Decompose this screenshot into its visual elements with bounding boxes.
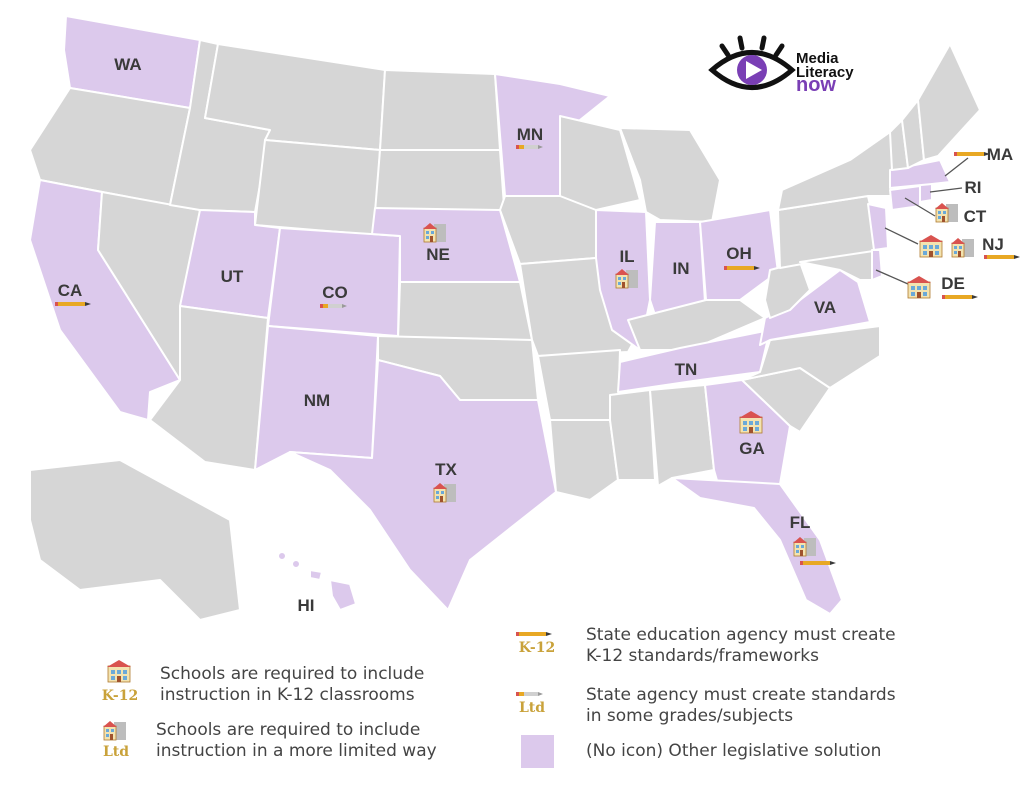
legend-agency-ltd-line1: State agency must create standards — [586, 685, 896, 705]
pencil-icon-ca — [55, 302, 91, 306]
state-wi[interactable] — [559, 115, 641, 211]
leader-ma — [944, 157, 969, 177]
pencil-icon-ma — [954, 152, 990, 156]
legend-school-ltd-line2: instruction in a more limited way — [156, 741, 437, 761]
label-fl: FL — [790, 513, 811, 532]
label-wa: WA — [114, 55, 141, 74]
label-ut: UT — [221, 267, 244, 286]
state-ks[interactable] — [397, 281, 533, 341]
legend-pencil-icon — [516, 632, 552, 636]
leader-ct — [904, 197, 936, 217]
legend-agency-ltd-text: State agency must create standards in so… — [586, 685, 896, 727]
label-ri: RI — [965, 178, 982, 197]
legend-school-icon — [106, 659, 132, 683]
label-nm: NM — [304, 391, 330, 410]
pencil-short-icon-co — [320, 304, 347, 308]
legend-agency-k12-line1: State education agency must create — [586, 625, 896, 645]
state-va[interactable] — [759, 269, 871, 346]
state-wy[interactable] — [254, 139, 381, 236]
leader-ri — [929, 187, 963, 193]
label-mn: MN — [517, 125, 543, 144]
eye-play-icon — [708, 35, 796, 90]
legend-agency-k12-text: State education agency must create K-12 … — [586, 625, 896, 667]
legend-pencil-caption: K-12 — [518, 640, 556, 656]
school-ltd-icon-nj — [950, 237, 975, 258]
legend-agency-k12-line2: K-12 standards/frameworks — [586, 646, 819, 666]
school-ltd-icon-ct — [934, 202, 959, 223]
label-tx: TX — [435, 460, 457, 479]
legend-other-text: (No icon) Other legislative solution — [586, 741, 882, 761]
label-va: VA — [814, 298, 836, 317]
legend-pencil-short-caption: Ltd — [518, 700, 546, 716]
pencil-icon-nj — [984, 255, 1020, 259]
label-de: DE — [941, 274, 965, 293]
state-ar[interactable] — [537, 349, 621, 421]
label-ca: CA — [58, 281, 83, 300]
state-ri[interactable] — [919, 183, 933, 203]
label-ne: NE — [426, 245, 450, 264]
state-co[interactable] — [267, 227, 401, 337]
legend-school-caption: K-12 — [101, 688, 139, 704]
label-hi: HI — [298, 596, 315, 615]
state-ak[interactable] — [29, 459, 241, 621]
logo-line3: now — [796, 74, 836, 96]
legend-school-ltd-text: Schools are required to include instruct… — [156, 720, 437, 762]
legend-school-k12-text: Schools are required to include instruct… — [160, 664, 424, 706]
label-in: IN — [673, 259, 690, 278]
pencil-icon-oh — [724, 266, 760, 270]
leader-nj — [884, 227, 919, 245]
leader-de — [875, 269, 909, 285]
legend-pencil-short-icon — [516, 692, 543, 696]
legend-purple-swatch — [521, 735, 554, 768]
legend-school-ltd-line1: Schools are required to include — [156, 720, 421, 740]
state-md[interactable] — [799, 249, 881, 281]
label-ga: GA — [739, 439, 765, 458]
state-fl[interactable] — [671, 477, 843, 615]
label-oh: OH — [726, 244, 752, 263]
state-al[interactable] — [649, 384, 715, 487]
legend-agency-ltd-line2: in some grades/subjects — [586, 706, 794, 726]
pencil-icon-de — [942, 295, 978, 299]
legend-school-ltd-icon — [102, 720, 127, 741]
legend-school-ltd-caption: Ltd — [102, 744, 130, 760]
state-de[interactable] — [871, 249, 883, 281]
label-nj: NJ — [982, 235, 1004, 254]
state-nd[interactable] — [379, 69, 501, 151]
legend-school-k12-line2: instruction in K-12 classrooms — [160, 685, 415, 705]
pencil-short-icon-mn — [516, 145, 543, 149]
pencil-icon-fl — [800, 561, 836, 565]
label-ma: MA — [987, 145, 1013, 164]
state-oh[interactable] — [699, 209, 779, 301]
school-icon-de — [906, 275, 932, 299]
label-il: IL — [619, 247, 634, 266]
state-mi[interactable] — [619, 127, 721, 223]
state-la[interactable] — [549, 419, 619, 501]
logo-line1: Media — [796, 50, 839, 67]
state-nj[interactable] — [867, 203, 889, 251]
label-ct: CT — [964, 207, 987, 226]
label-co: CO — [322, 283, 348, 302]
legend-school-k12-line1: Schools are required to include — [160, 664, 425, 684]
state-hi[interactable] — [277, 551, 357, 611]
state-ms[interactable] — [609, 389, 656, 481]
state-me[interactable] — [917, 43, 981, 161]
state-tx[interactable] — [289, 359, 557, 611]
school-icon-nj — [918, 234, 944, 258]
logo-line2: Literacy — [796, 64, 854, 81]
label-tn: TN — [675, 360, 698, 379]
